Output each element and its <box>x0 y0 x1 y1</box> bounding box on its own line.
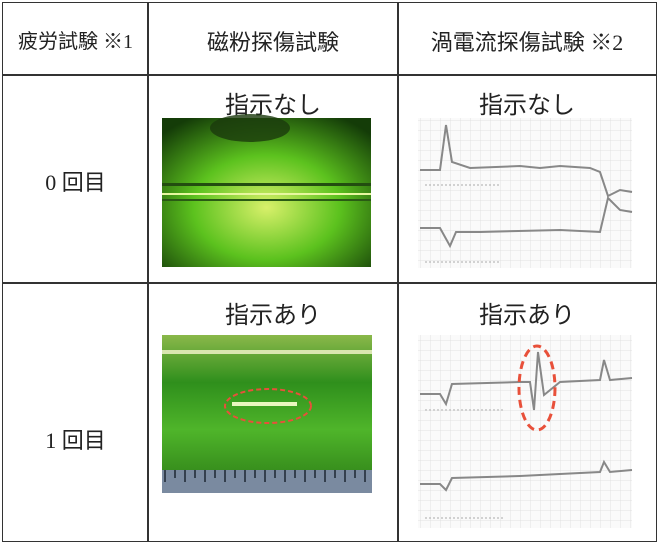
cell: 指示あり <box>397 282 657 542</box>
row-label-cell: 0 回目 <box>2 74 149 284</box>
header-cell: 磁粉探傷試験 <box>147 2 399 76</box>
page: 疲労試験 ※1 磁粉探傷試験 渦電流探傷試験 ※2 0 回目 指示なし 指示なし… <box>0 0 660 543</box>
row-label: 1 回目 <box>3 423 148 455</box>
cell: 指示あり <box>147 282 399 542</box>
row-label-cell: 1 回目 <box>2 282 149 542</box>
result-text: 指示なし <box>148 85 398 120</box>
row-label: 0 回目 <box>3 165 148 197</box>
header-cell: 疲労試験 ※1 <box>2 2 149 76</box>
cell: 指示なし <box>147 74 399 284</box>
header-text: 磁粉探傷試験 <box>148 25 398 57</box>
result-text: 指示あり <box>148 295 398 330</box>
header-cell: 渦電流探傷試験 ※2 <box>397 2 657 76</box>
header-text: 疲労試験 ※1 <box>3 25 148 54</box>
result-text: 指示なし <box>398 85 656 120</box>
header-text: 渦電流探傷試験 ※2 <box>398 25 656 57</box>
result-text: 指示あり <box>398 295 656 330</box>
cell: 指示なし <box>397 74 657 284</box>
